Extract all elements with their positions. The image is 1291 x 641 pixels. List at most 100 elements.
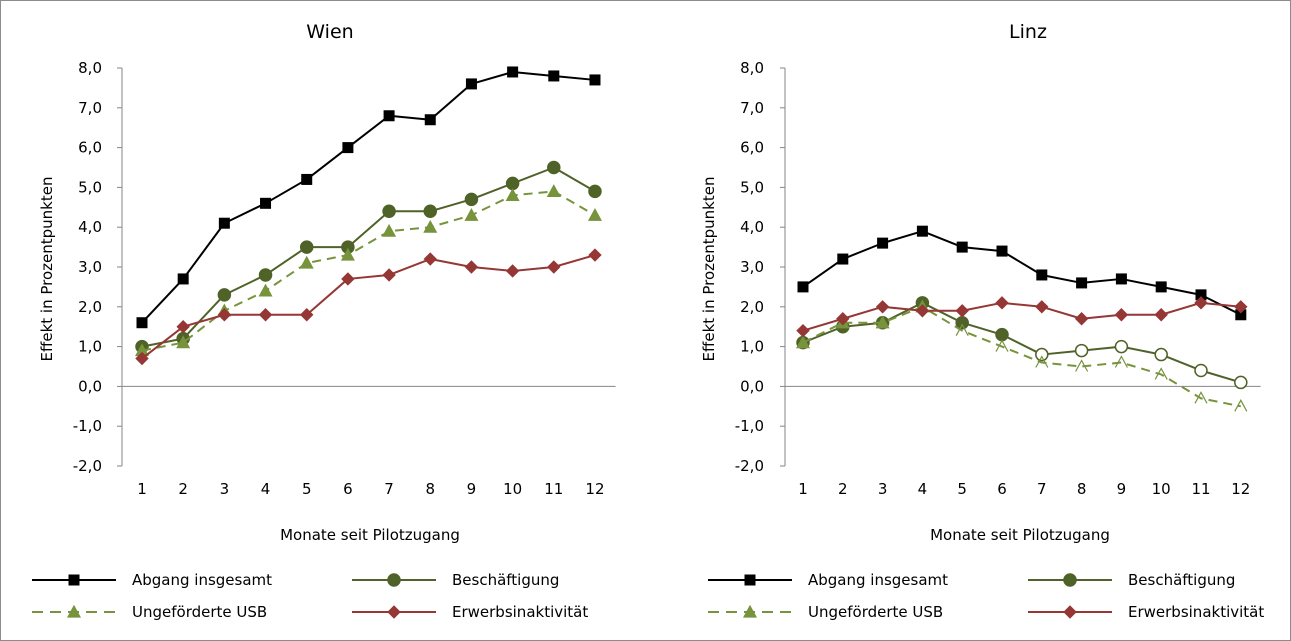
x-axis-label: Monate seit Pilotzugang [280, 526, 460, 544]
x-axis-label: Monate seit Pilotzugang [930, 526, 1110, 544]
data-point [464, 192, 479, 207]
data-point [177, 273, 189, 285]
series-line [802, 301, 1242, 384]
data-point [547, 260, 561, 274]
y-tick-label: 8,0 [740, 59, 764, 77]
data-point [955, 323, 969, 336]
y-tick-label: 1,0 [78, 338, 102, 356]
data-point [301, 173, 313, 185]
data-point [547, 160, 561, 175]
data-point [1234, 300, 1248, 314]
data-point [1075, 359, 1089, 372]
x-tick-label: 5 [302, 480, 312, 498]
x-tick-label: 5 [957, 480, 967, 498]
legend-label: Beschäftigung [1128, 571, 1235, 589]
legend-marker [742, 604, 758, 618]
data-point [916, 225, 928, 237]
legend-entry-erwerbsinaktivitat: Erwerbsinaktivität [352, 603, 588, 621]
chart-panel-linz: Linz Monate seit Pilotzugang Effekt in P… [700, 21, 1264, 621]
x-tick-label: 1 [798, 480, 808, 498]
x-tick-label: 2 [178, 480, 188, 498]
legend-marker [1063, 573, 1077, 587]
data-point [546, 184, 561, 197]
series-beschaftigung [796, 296, 1248, 390]
legend-entry-erwerbsinaktivitat: Erwerbsinaktivität [1028, 603, 1264, 621]
data-point [423, 252, 437, 266]
data-point [505, 176, 520, 191]
x-tick-label: 6 [997, 480, 1007, 498]
y-tick-label: 7,0 [740, 99, 764, 117]
y-tick-label: 3,0 [78, 258, 102, 276]
data-point [1194, 363, 1208, 378]
series-line [802, 230, 1242, 316]
data-point [1114, 355, 1128, 368]
legend-label: Beschäftigung [452, 571, 559, 589]
data-point [795, 335, 811, 349]
data-point [1114, 308, 1129, 322]
data-point [464, 208, 479, 221]
x-tick-label: 9 [1117, 480, 1127, 498]
y-tick-label: 5,0 [740, 178, 764, 196]
data-point [258, 283, 273, 297]
legend-marker [66, 604, 82, 618]
data-point [424, 114, 436, 126]
data-point [218, 217, 230, 229]
series-line [802, 305, 1241, 408]
series-line [802, 301, 1241, 332]
data-point [995, 327, 1009, 342]
x-tick-label: 3 [220, 480, 230, 498]
data-point [1074, 312, 1089, 326]
y-tick-label: 4,0 [740, 218, 764, 236]
x-tick-label: 10 [503, 480, 522, 498]
data-point [995, 339, 1009, 352]
y-tick-label: -1,0 [735, 417, 764, 435]
data-point [299, 240, 314, 254]
data-point [505, 188, 520, 201]
data-point [136, 317, 148, 329]
data-point [505, 264, 520, 278]
legend-entry-abgang-insgesamt: Abgang insgesamt [708, 571, 948, 589]
data-point [258, 308, 273, 322]
data-point [1194, 296, 1208, 310]
y-axis-label: Effekt in Prozentpunkten [700, 177, 718, 362]
data-point [1115, 273, 1127, 285]
y-tick-label: -1,0 [73, 417, 102, 435]
data-point [340, 247, 355, 261]
data-point [260, 197, 272, 209]
data-point [217, 288, 232, 302]
data-point [996, 245, 1008, 257]
data-point [995, 296, 1009, 310]
legend-entry-abgang-insgesamt: Abgang insgesamt [32, 571, 272, 589]
legend-label: Ungeförderte USB [132, 603, 267, 621]
x-tick-label: 4 [261, 480, 271, 498]
data-point [588, 184, 602, 199]
y-tick-label: -2,0 [735, 457, 764, 475]
x-tick-label: 11 [1191, 480, 1210, 498]
legend-marker [387, 605, 401, 619]
data-point [548, 70, 560, 82]
data-point [1154, 367, 1168, 380]
legend-label: Abgang insgesamt [132, 571, 272, 589]
data-point [300, 308, 314, 322]
data-point [217, 308, 232, 322]
data-point [1154, 347, 1168, 362]
data-point [955, 315, 969, 330]
data-point [382, 223, 397, 237]
y-tick-label: 1,0 [740, 338, 764, 356]
series-line [141, 70, 596, 324]
y-tick-label: 2,0 [740, 298, 764, 316]
x-tick-label: 7 [384, 480, 394, 498]
data-point [956, 241, 968, 253]
data-point [1234, 375, 1248, 390]
data-point [423, 219, 438, 233]
data-point [797, 281, 809, 293]
legend-marker [387, 573, 401, 587]
data-point [1234, 399, 1248, 412]
series-ungeforderte-usb [795, 299, 1248, 412]
data-point [465, 78, 477, 90]
chart-title: Linz [1009, 21, 1047, 43]
data-point [587, 208, 602, 221]
legend-label: Abgang insgesamt [808, 571, 948, 589]
